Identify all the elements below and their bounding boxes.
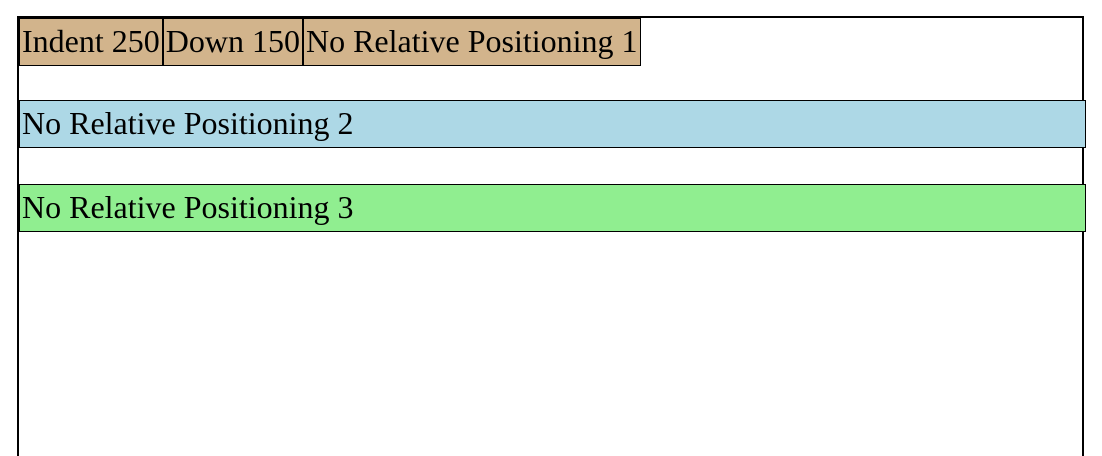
outer-container: Indent 250 Down 150 No Relative Position…	[17, 16, 1086, 456]
down-box: Down 150	[162, 18, 303, 66]
no-relative-positioning-1-box: No Relative Positioning 1	[302, 18, 641, 66]
no-relative-positioning-2-block: No Relative Positioning 2	[19, 100, 1086, 148]
inline-box-row: Indent 250 Down 150 No Relative Position…	[19, 18, 641, 66]
no-relative-positioning-3-block: No Relative Positioning 3	[19, 184, 1086, 232]
indent-box: Indent 250	[19, 18, 163, 66]
